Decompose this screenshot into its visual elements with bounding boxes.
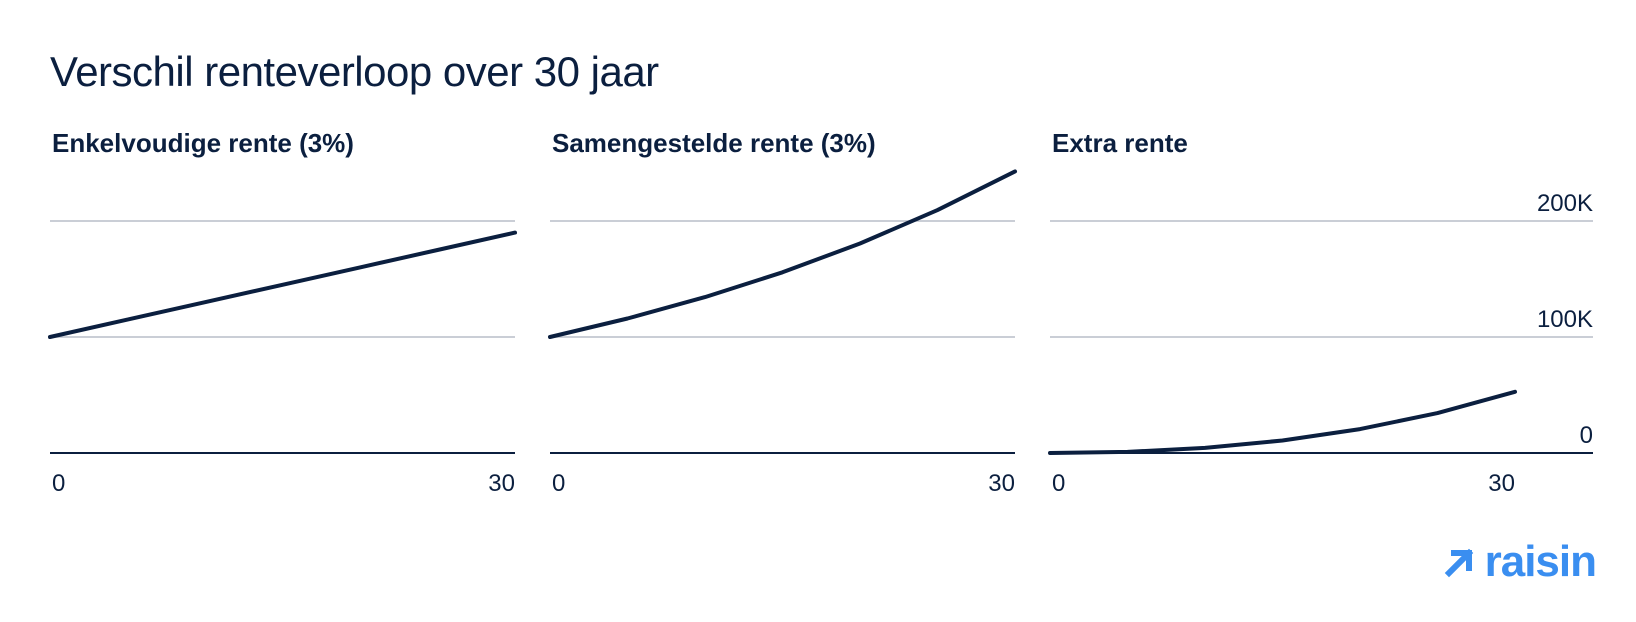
series-line xyxy=(1048,389,1517,455)
y-tick-label: 100K xyxy=(1537,306,1593,333)
x-tick-label: 30 xyxy=(488,470,515,497)
x-tick-label: 0 xyxy=(552,470,565,497)
raisin-logo: raisin xyxy=(1443,537,1597,586)
logo-wordmark: raisin xyxy=(1484,537,1597,586)
series-line xyxy=(548,169,1017,339)
x-tick-label: 30 xyxy=(1488,470,1515,497)
x-tick-label: 0 xyxy=(1052,470,1065,497)
y-tick-label: 0 xyxy=(1580,422,1593,449)
panel-title: Samengestelde rente (3%) xyxy=(552,128,876,158)
figure-title: Verschil renteverloop over 30 jaar xyxy=(50,48,659,95)
panel-title: Extra rente xyxy=(1052,128,1188,158)
series-line xyxy=(48,230,517,339)
x-tick-label: 0 xyxy=(52,470,65,497)
y-tick-label: 200K xyxy=(1537,190,1593,217)
panel-title: Enkelvoudige rente (3%) xyxy=(52,128,354,158)
arrow-up-right-icon xyxy=(1444,548,1473,578)
x-tick-label: 30 xyxy=(988,470,1015,497)
